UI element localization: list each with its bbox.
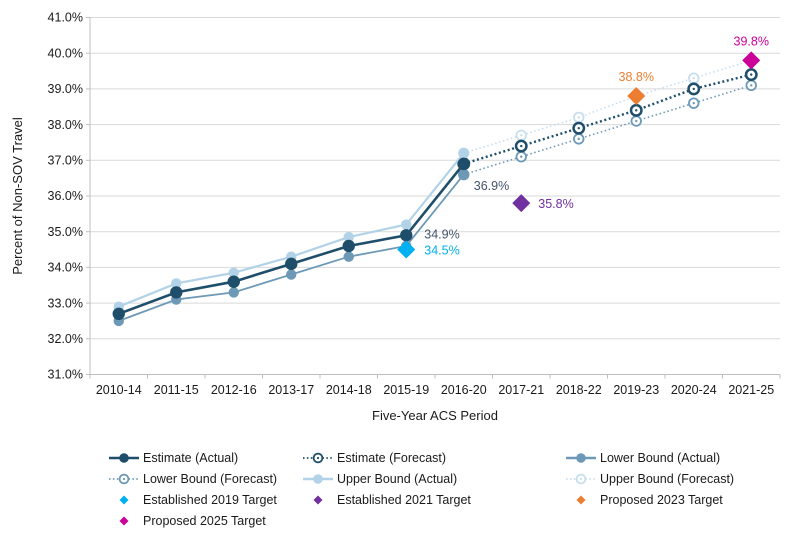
legend-item-label: Upper Bound (Forecast) xyxy=(600,471,735,486)
x-tick-label: 2017-21 xyxy=(498,383,544,397)
y-tick-label: 31.0% xyxy=(48,368,83,382)
data-label: 35.8% xyxy=(538,197,573,211)
legend-item-label: Proposed 2023 Target xyxy=(600,492,723,507)
y-tick-label: 37.0% xyxy=(48,154,83,168)
y-tick-label: 34.0% xyxy=(48,261,83,275)
series-estimate-forecast- xyxy=(457,68,758,171)
y-tick-label: 36.0% xyxy=(48,189,83,203)
data-label: 39.8% xyxy=(734,34,769,48)
y-tick-label: 40.0% xyxy=(48,46,83,60)
x-tick-label: 2013-17 xyxy=(268,383,314,397)
y-tick-label: 33.0% xyxy=(48,296,83,310)
data-point xyxy=(400,229,413,242)
y-axis: 31.0% 32.0% 33.0% 34.0% 35.0% 36.0% 37.0% 38.0%… xyxy=(10,11,91,382)
legend-item-label: Proposed 2025 Target xyxy=(143,513,266,528)
data-point xyxy=(171,278,182,289)
y-tick-label: 38.0% xyxy=(48,118,83,132)
x-tick-label: 2014-18 xyxy=(326,383,372,397)
data-label: 38.8% xyxy=(619,70,654,84)
legend-marker-icon xyxy=(119,516,129,525)
legend-item-estimate-actual-: Estimate (Actual) xyxy=(108,451,302,465)
data-point xyxy=(228,287,239,298)
target-proposed-2023-target xyxy=(627,87,646,106)
data-point xyxy=(228,267,239,278)
x-tick-label: 2012-16 xyxy=(211,383,257,397)
legend-item-label: Lower Bound (Forecast) xyxy=(143,471,278,486)
data-point xyxy=(286,269,297,280)
x-tick-label: 2011-15 xyxy=(154,383,199,397)
data-point xyxy=(458,169,469,180)
target-markers xyxy=(397,51,761,259)
x-tick-label: 2010-14 xyxy=(96,383,142,397)
legend-item-label: Upper Bound (Actual) xyxy=(337,471,458,486)
series-estimate-actual- xyxy=(112,157,470,321)
legend-item-proposed-2025-target: Proposed 2025 Target xyxy=(108,514,302,528)
x-tick-label: 2021-25 xyxy=(728,383,774,397)
y-tick-label: 39.0% xyxy=(48,82,83,96)
target-established-2021-target xyxy=(512,194,531,213)
data-point xyxy=(401,219,412,230)
legend-marker-icon xyxy=(303,452,333,463)
legend-marker-icon xyxy=(303,473,333,484)
x-axis: 2010-14 2011-15 2012-16 2013-17 2014-18 2015-… xyxy=(89,374,781,423)
legend-item-lower-bound-actual-: Lower Bound (Actual) xyxy=(565,451,800,465)
legend-marker-icon xyxy=(566,473,596,484)
legend-item-established-2019-target: Established 2019 Target xyxy=(108,493,302,507)
legend-marker-icon xyxy=(109,473,139,484)
legend-marker-icon xyxy=(313,495,323,504)
legend-item-label: Established 2019 Target xyxy=(143,492,277,507)
x-tick-label: 2016-20 xyxy=(441,383,487,397)
series-lower-bound-forecast- xyxy=(458,79,757,181)
chart-legend: Estimate (Actual) Estimate (Forecast) Lowe… xyxy=(0,447,800,531)
data-point xyxy=(227,275,240,288)
data-point xyxy=(112,307,125,321)
data-labels: 36.9% 34.9% 34.5% 35.8% 38.8% 39.8% xyxy=(424,34,769,257)
legend-item-label: Lower Bound (Actual) xyxy=(600,450,721,465)
target-established-2019-target xyxy=(397,240,416,259)
legend-marker-icon xyxy=(119,495,129,504)
data-point xyxy=(342,239,355,253)
chart-canvas: 31.0% 32.0% 33.0% 34.0% 35.0% 36.0% 37.0% 38.0%… xyxy=(10,11,781,423)
legend-item-established-2021-target: Established 2021 Target xyxy=(302,493,565,507)
legend-marker-icon xyxy=(566,452,596,463)
data-point xyxy=(343,231,354,243)
data-point xyxy=(170,286,183,299)
y-tick-label: 32.0% xyxy=(48,332,83,346)
data-point xyxy=(285,257,298,271)
x-tick-label: 2018-22 xyxy=(556,383,602,397)
legend-item-proposed-2023-target: Proposed 2023 Target xyxy=(565,493,800,507)
legend-item-estimate-forecast-: Estimate (Forecast) xyxy=(302,451,565,465)
x-tick-label: 2019-23 xyxy=(613,383,659,397)
x-tick-label: 2015-19 xyxy=(383,383,429,397)
series-upper-bound-actual- xyxy=(113,147,469,312)
y-tick-label: 35.0% xyxy=(48,225,83,239)
data-point xyxy=(458,147,469,159)
series-upper-bound-forecast- xyxy=(458,54,757,159)
legend-item-label: Estimate (Forecast) xyxy=(337,450,447,465)
data-label: 34.5% xyxy=(424,244,459,258)
y-tick-label: 41.0% xyxy=(48,11,83,25)
legend-item-label: Established 2021 Target xyxy=(337,492,471,507)
legend-marker-icon xyxy=(109,452,139,463)
target-proposed-2025-target xyxy=(742,51,761,70)
data-label: 36.9% xyxy=(474,179,509,193)
legend-marker-icon xyxy=(576,495,586,504)
legend-item-upper-bound-actual-: Upper Bound (Actual) xyxy=(302,472,565,486)
gridlines xyxy=(90,17,780,375)
legend-item-upper-bound-forecast-: Upper Bound (Forecast) xyxy=(565,472,800,486)
y-axis-title: Percent of Non-SOV Travel xyxy=(10,117,25,275)
data-point xyxy=(457,157,470,171)
legend-item-label: Estimate (Actual) xyxy=(143,450,239,465)
x-tick-label: 2020-24 xyxy=(671,383,717,397)
legend-item-lower-bound-forecast-: Lower Bound (Forecast) xyxy=(108,472,302,486)
x-axis-title: Five-Year ACS Period xyxy=(372,408,498,423)
data-label: 34.9% xyxy=(424,227,459,241)
non-sov-travel-line-chart: 31.0% 32.0% 33.0% 34.0% 35.0% 36.0% 37.0% 38.0%… xyxy=(0,11,800,531)
data-point xyxy=(343,251,354,262)
